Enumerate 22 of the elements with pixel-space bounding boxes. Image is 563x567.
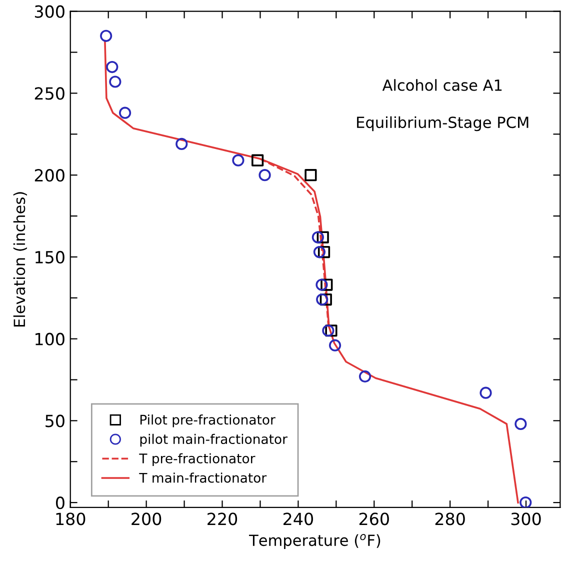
- y-tick-label: 300: [34, 5, 64, 18]
- x-tick-label: 280: [435, 512, 465, 526]
- legend-label: T pre-fractionator: [139, 453, 256, 466]
- y-tick-label: 0: [56, 496, 64, 510]
- x-tick-label: 260: [359, 512, 389, 526]
- x-tick-label: 240: [284, 512, 313, 526]
- y-tick-label: 100: [36, 332, 64, 346]
- legend-label: T main-fractionator: [139, 472, 267, 483]
- x-tick-label: 180: [56, 512, 86, 526]
- y-tick-label: 200: [34, 169, 64, 182]
- y-tick-label: 50: [46, 414, 64, 428]
- y-tick-label: 250: [34, 87, 64, 100]
- x-axis-title: Temperature ($^{o}$F): [249, 534, 380, 550]
- y-tick-label: 150: [36, 250, 64, 264]
- annotation: Equilibrium-Stage PCM: [357, 116, 528, 132]
- legend-label: Pilot pre-fractionator: [140, 414, 276, 428]
- x-tick-label: 300: [511, 512, 541, 526]
- legend-label: pilot main-fractionator: [140, 434, 288, 447]
- x-tick-label: 200: [132, 512, 162, 526]
- x-tick-label: 220: [208, 512, 238, 526]
- y-axis-title: Elevation (inches): [13, 192, 27, 326]
- annotation: Alcohol case A1: [382, 79, 502, 91]
